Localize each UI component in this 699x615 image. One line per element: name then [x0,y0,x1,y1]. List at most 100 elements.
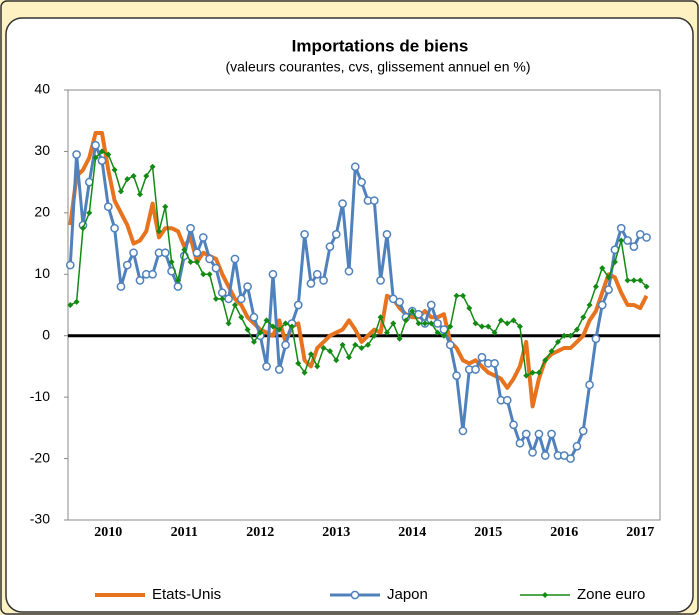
point [390,320,397,327]
point [331,230,341,239]
point [122,260,132,270]
point [643,283,650,290]
point [105,151,112,158]
point [91,140,100,150]
point [477,352,487,362]
point [135,276,145,285]
point [186,223,195,233]
point [409,308,416,315]
point [244,326,251,333]
point [485,323,492,330]
point [148,269,157,279]
point [445,340,455,350]
point [447,323,454,330]
point [117,188,124,195]
point [504,320,511,327]
point [547,429,556,439]
point [333,357,340,364]
x-tick-label: 2013 [322,525,350,540]
point [414,309,423,319]
point [79,225,86,232]
point [300,230,309,239]
point [616,223,626,233]
point [236,294,246,304]
x-tick-label: 2012 [246,525,274,540]
point [111,166,118,173]
point [566,454,575,463]
point [97,156,107,165]
point [206,271,213,278]
point [116,282,126,291]
point [516,323,523,330]
x-tick-label: 2015 [474,525,502,540]
point [187,259,194,265]
point [181,246,188,253]
point [535,369,542,376]
point [92,154,99,161]
point [231,302,238,308]
y-tick-label: -20 [30,449,50,465]
point [490,359,499,368]
point [352,341,359,348]
point [364,341,371,348]
point [274,365,284,374]
point [124,176,131,183]
point [515,438,525,448]
point [288,323,295,330]
point [618,237,625,244]
point [395,297,404,307]
point [523,372,530,379]
point [561,332,568,339]
y-tick-label: 20 [34,204,50,220]
point [72,150,81,159]
point [434,329,441,336]
point [200,271,207,278]
point [585,380,594,390]
point [586,302,593,308]
legend-marker [542,592,548,598]
point [377,314,384,321]
point [155,228,162,235]
point [624,277,631,284]
point [471,365,480,374]
point [306,279,316,288]
point [548,348,555,355]
point [567,332,574,339]
point [205,254,214,264]
point [509,420,518,430]
point [174,277,181,284]
point [402,317,409,324]
point [597,300,607,310]
point [357,177,366,187]
point [249,312,259,322]
point [192,248,202,258]
point [212,295,219,302]
point [383,329,390,336]
point [257,329,264,336]
chart-title: Importations de biens [292,36,469,55]
point [591,334,601,344]
point [371,332,378,339]
point [629,242,639,251]
point [572,441,582,451]
point [428,320,435,327]
legend-label: Zone euro [577,586,645,603]
point [307,351,314,358]
panel [5,17,694,613]
point [219,295,226,302]
point [497,317,504,324]
point [339,341,346,348]
y-tick-label: 40 [34,81,50,97]
point [160,248,170,258]
point [459,292,466,299]
point [440,332,447,339]
point [162,203,169,210]
point [224,294,233,304]
point [344,266,354,276]
point [173,282,183,291]
legend-marker [350,590,360,600]
point [149,163,156,170]
point [262,362,271,371]
